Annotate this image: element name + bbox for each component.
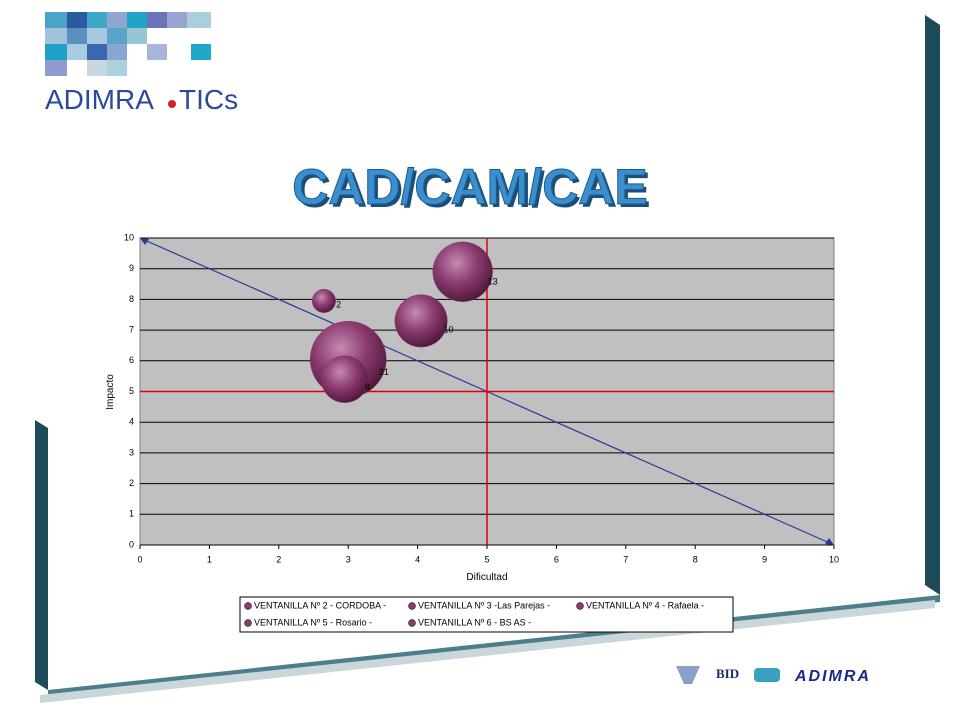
legend-swatch [408,619,416,627]
data-label: 10 [443,324,453,334]
diagonal-arrow [140,238,149,245]
legend-swatch [244,602,252,610]
y-tick-label: 1 [129,509,134,519]
x-tick-label: 2 [276,554,281,564]
bubble [432,241,493,302]
y-tick-label: 5 [129,386,134,396]
logo: ADIMRA TICs [45,12,238,115]
bubble [321,355,369,403]
bubble [394,294,448,348]
footer-bid: BID [716,666,739,681]
y-axis-label: Impacto [105,374,116,410]
x-tick-label: 6 [554,554,559,564]
legend-label: VENTANILLA Nº 5 - Rosario - [254,617,372,627]
x-tick-label: 1 [207,554,212,564]
data-label: 21 [379,367,389,377]
y-tick-label: 9 [129,263,134,273]
x-tick-label: 0 [137,554,142,564]
logo-right: TICs [179,84,238,115]
data-label: 8 [365,382,370,392]
y-tick-label: 7 [129,324,134,334]
y-tick-label: 0 [129,539,134,549]
logo-left: ADIMRA [45,84,154,115]
footer-logos: BID ADIMRA [676,666,871,685]
y-tick-label: 10 [124,232,134,242]
data-label: 13 [488,277,498,287]
legend-swatch [244,619,252,627]
x-tick-label: 4 [415,554,420,564]
x-tick-label: 9 [762,554,767,564]
y-tick-label: 6 [129,355,134,365]
legend-label: VENTANILLA Nº 2 - CORDOBA - [254,600,386,610]
logo-dot [168,100,176,108]
legend-swatch [408,602,416,610]
y-tick-label: 3 [129,447,134,457]
legend-label: VENTANILLA Nº 3 -Las Parejas - [418,600,550,610]
y-tick-label: 2 [129,478,134,488]
diagonal-arrow [825,538,834,545]
x-axis-label: Dificultad [466,572,507,583]
x-tick-label: 10 [829,554,839,564]
y-tick-label: 8 [129,294,134,304]
legend-label: VENTANILLA Nº 4 - Rafaela - [586,600,704,610]
x-tick-label: 3 [346,554,351,564]
legend-label: VENTANILLA Nº 6 - BS AS - [418,617,531,627]
chart-title: CAD/CAM/CAE [292,159,648,215]
title-shadow: CAD/CAM/CAE [295,162,651,218]
bubble [311,288,336,313]
data-label: 2 [336,299,341,309]
x-tick-label: 5 [484,554,489,564]
legend-swatch [576,602,584,610]
y-tick-label: 4 [129,417,134,427]
x-tick-label: 8 [693,554,698,564]
x-tick-label: 7 [623,554,628,564]
legend [239,596,734,633]
footer-adimra: ADIMRA [794,668,871,685]
